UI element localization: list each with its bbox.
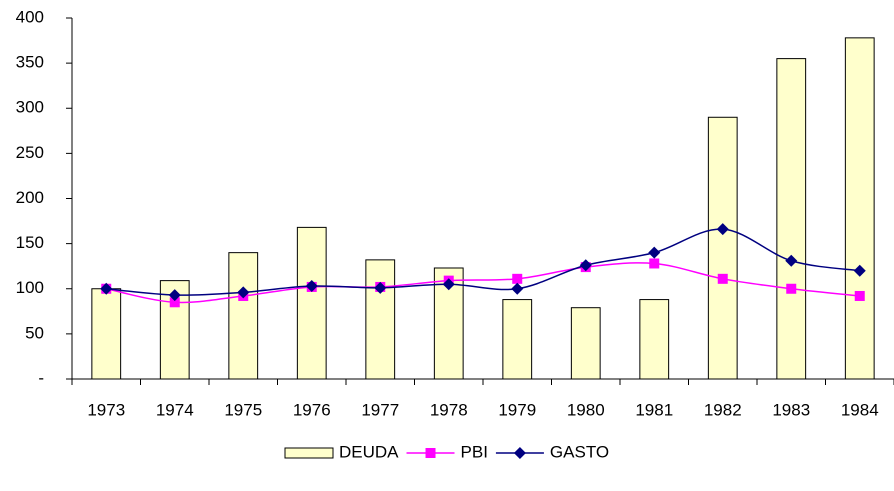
x-tick-label: 1980: [567, 400, 605, 419]
line: [106, 262, 860, 304]
x-tick-label: 1978: [430, 400, 468, 419]
legend-marker: [425, 448, 436, 458]
x-tick-label: 1975: [224, 400, 262, 419]
point: [717, 273, 728, 284]
x-tick-label: 1979: [498, 400, 536, 419]
bar: [707, 116, 738, 380]
point: [374, 281, 387, 294]
line: [106, 228, 860, 296]
point: [786, 283, 797, 294]
x-tick-label: 1974: [156, 400, 194, 419]
point: [853, 264, 866, 277]
bar: [502, 299, 533, 380]
x-tick-label: 1984: [841, 400, 879, 419]
bar: [296, 226, 327, 380]
y-tick-label: 300: [16, 98, 44, 117]
y-tick-label: 150: [16, 233, 44, 252]
point: [649, 258, 660, 269]
x-tick-label: 1977: [361, 400, 399, 419]
point: [716, 223, 729, 236]
bar: [844, 37, 875, 380]
point: [442, 278, 455, 291]
y-tick-label: 200: [16, 188, 44, 207]
y-tick-label: 100: [16, 278, 44, 297]
bar: [365, 259, 396, 380]
bar: [91, 288, 122, 380]
x-tick-label: 1981: [635, 400, 673, 419]
point: [512, 273, 523, 284]
point: [854, 290, 865, 301]
y-tick-label: 400: [16, 7, 44, 26]
x-tick-label: 1976: [293, 400, 331, 419]
x-tick-label: 1982: [704, 400, 742, 419]
y-tick-label: 250: [16, 143, 44, 162]
bar: [776, 58, 807, 380]
bar: [570, 307, 601, 380]
x-tick-label: 1983: [772, 400, 810, 419]
point: [168, 289, 181, 302]
point: [169, 297, 180, 308]
legend-label: PBI: [461, 442, 488, 461]
bar: [228, 252, 259, 380]
y-tick-label: 50: [25, 323, 44, 342]
bar: [639, 299, 670, 380]
point: [648, 246, 661, 259]
point: [305, 280, 318, 293]
legend-marker: [513, 447, 526, 459]
y-tick-label: -: [38, 368, 44, 387]
point: [237, 286, 250, 299]
point: [100, 282, 113, 295]
legend-label: DEUDA: [339, 442, 399, 461]
legend-swatch: [284, 447, 334, 459]
point: [579, 259, 592, 272]
legend-label: GASTO: [550, 442, 609, 461]
y-tick-label: 350: [16, 53, 44, 72]
point: [785, 254, 798, 267]
point: [511, 282, 524, 295]
x-tick-label: 1973: [87, 400, 125, 419]
